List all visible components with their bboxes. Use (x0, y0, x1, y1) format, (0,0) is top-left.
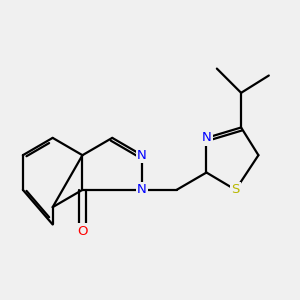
Text: N: N (137, 149, 147, 162)
Text: N: N (137, 183, 147, 196)
Text: N: N (202, 131, 211, 144)
Text: O: O (77, 225, 88, 238)
Text: S: S (231, 183, 240, 196)
